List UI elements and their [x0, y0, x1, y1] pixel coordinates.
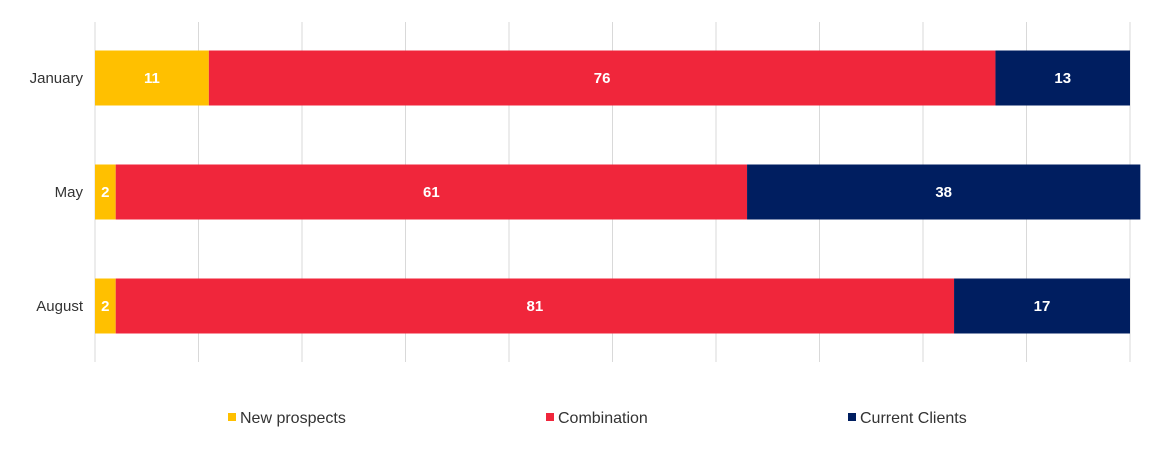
bar-segment: [95, 50, 209, 106]
legend-label: Current Clients: [860, 410, 967, 427]
bar-segment: [115, 278, 955, 334]
data-label: 81: [527, 298, 544, 315]
bar-series: 11 76 13 2 61 38 2 81 17: [95, 50, 1141, 334]
legend-swatch: [546, 413, 554, 421]
bar-segment: [995, 50, 1130, 106]
bar-segment: [954, 278, 1130, 334]
bar-segment: [115, 164, 748, 220]
category-tick-label: May: [55, 184, 84, 201]
data-label: 38: [935, 184, 952, 201]
bar-segment: [95, 278, 116, 334]
legend-swatch: [228, 413, 236, 421]
legend: New prospects Combination Current Clients: [228, 410, 967, 427]
category-tick-label: January: [30, 70, 84, 87]
bar-segment: [208, 50, 996, 106]
category-tick-label: August: [36, 298, 84, 315]
data-label: 76: [594, 70, 611, 87]
data-label: 61: [423, 184, 440, 201]
data-label: 13: [1054, 70, 1071, 87]
data-label: 17: [1034, 298, 1051, 315]
legend-swatch: [848, 413, 856, 421]
legend-label: Combination: [558, 410, 648, 427]
legend-label: New prospects: [240, 410, 346, 427]
data-label: 11: [144, 70, 160, 87]
data-label: 2: [101, 184, 109, 201]
bar-segment: [95, 164, 116, 220]
category-labels: January May August: [30, 70, 84, 315]
data-label: 2: [101, 298, 109, 315]
bar-segment: [747, 164, 1141, 220]
